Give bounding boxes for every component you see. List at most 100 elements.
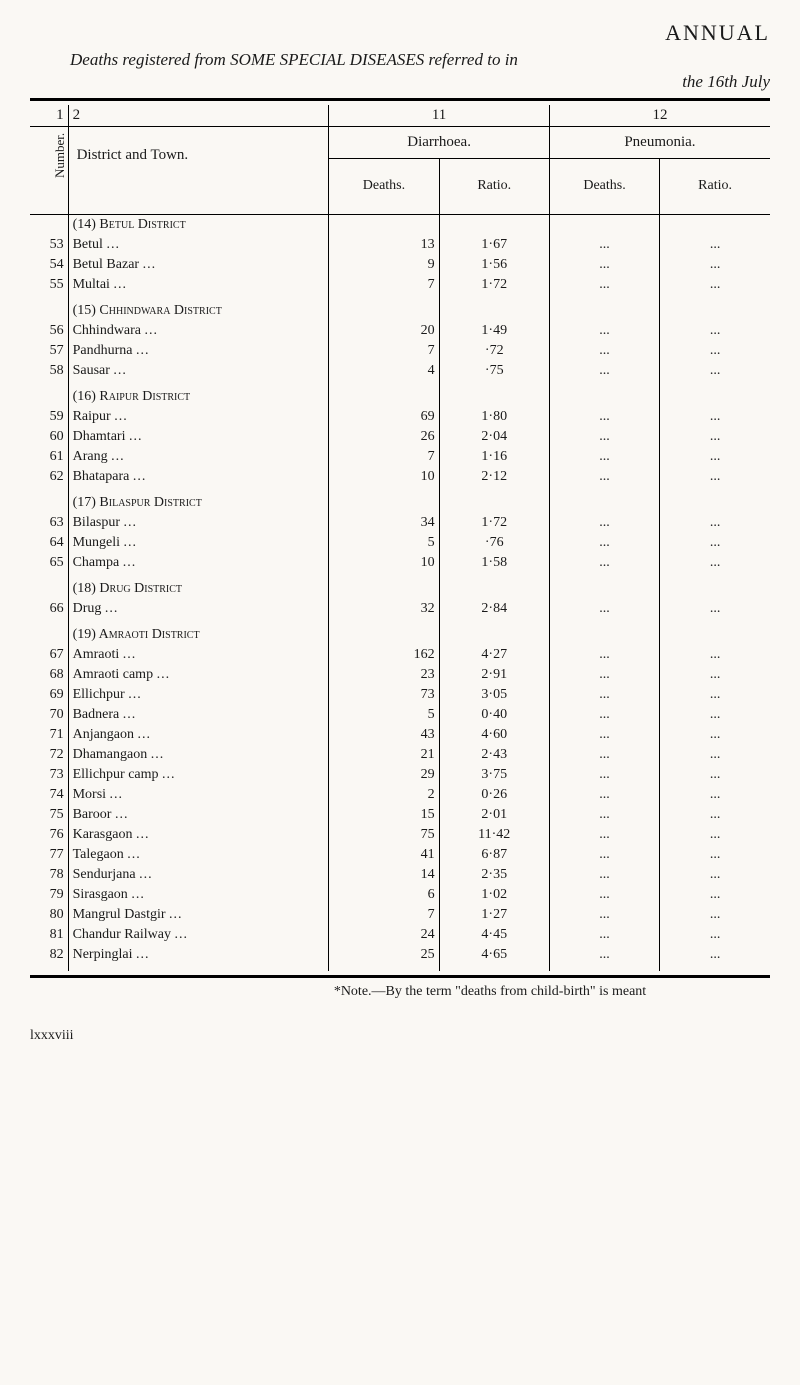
row-deaths-1: 23 <box>329 665 439 685</box>
section-title: (14) Betul District <box>68 215 329 236</box>
diarrhoea-label: Diarrhoea. <box>329 127 550 159</box>
leader-dots: ... <box>106 237 120 252</box>
row-number: 63 <box>30 513 68 533</box>
row-deaths-1: 5 <box>329 533 439 553</box>
leader-dots: ... <box>129 429 143 444</box>
row-name: Talegaon ... <box>68 845 329 865</box>
leader-dots: ... <box>162 767 176 782</box>
row-deaths-2: ... <box>549 665 659 685</box>
row-ratio-2: ... <box>660 745 770 765</box>
section-r1 <box>439 493 549 513</box>
ratio-2-label: Ratio. <box>660 158 770 214</box>
row-ratio-2: ... <box>660 945 770 965</box>
row-deaths-2: ... <box>549 361 659 381</box>
row-deaths-2: ... <box>549 533 659 553</box>
row-ratio-1: 1·80 <box>439 407 549 427</box>
row-deaths-2: ... <box>549 745 659 765</box>
leader-dots: ... <box>124 535 138 550</box>
row-ratio-1: 1·72 <box>439 275 549 295</box>
row-deaths-1: 32 <box>329 599 439 619</box>
row-name: Nerpinglai ... <box>68 945 329 965</box>
row-deaths-2: ... <box>549 427 659 447</box>
row-deaths-2: ... <box>549 447 659 467</box>
section-r1 <box>439 625 549 645</box>
row-deaths-1: 75 <box>329 825 439 845</box>
table-row: 71Anjangaon ...434·60...... <box>30 725 770 745</box>
row-deaths-1: 7 <box>329 275 439 295</box>
row-number: 61 <box>30 447 68 467</box>
table-row: 74Morsi ...20·26...... <box>30 785 770 805</box>
column-number-row: 1 2 11 12 <box>30 105 770 127</box>
section-d1 <box>329 215 439 236</box>
row-deaths-1: 69 <box>329 407 439 427</box>
table-row: 69Ellichpur ...733·05...... <box>30 685 770 705</box>
table-row: 64Mungeli ...5·76...... <box>30 533 770 553</box>
row-ratio-2: ... <box>660 361 770 381</box>
section-d1 <box>329 387 439 407</box>
section-r2 <box>660 579 770 599</box>
pneumonia-label: Pneumonia. <box>549 127 770 159</box>
row-ratio-1: 1·16 <box>439 447 549 467</box>
section-r2 <box>660 493 770 513</box>
row-deaths-1: 25 <box>329 945 439 965</box>
row-deaths-2: ... <box>549 805 659 825</box>
row-deaths-2: ... <box>549 825 659 845</box>
row-number: 71 <box>30 725 68 745</box>
district-label: District and Town. <box>68 127 329 215</box>
row-number: 77 <box>30 845 68 865</box>
table-row: 66Drug ...322·84...... <box>30 599 770 619</box>
ratio-1-label: Ratio. <box>439 158 549 214</box>
row-deaths-2: ... <box>549 341 659 361</box>
row-deaths-1: 24 <box>329 925 439 945</box>
row-ratio-1: 2·12 <box>439 467 549 487</box>
row-name: Amraoti camp ... <box>68 665 329 685</box>
row-deaths-1: 21 <box>329 745 439 765</box>
title-line-1: Deaths registered from SOME SPECIAL DISE… <box>30 50 770 70</box>
table-row: 62Bhatapara ...102·12...... <box>30 467 770 487</box>
table-row: 65Champa ...101·58...... <box>30 553 770 573</box>
row-ratio-2: ... <box>660 925 770 945</box>
row-name: Dhamangaon ... <box>68 745 329 765</box>
row-ratio-2: ... <box>660 275 770 295</box>
row-number: 70 <box>30 705 68 725</box>
row-number: 58 <box>30 361 68 381</box>
row-name: Drug ... <box>68 599 329 619</box>
leader-dots: ... <box>136 343 150 358</box>
row-number: 67 <box>30 645 68 665</box>
leader-dots: ... <box>169 907 183 922</box>
row-number: 73 <box>30 765 68 785</box>
table-row: 60Dhamtari ...262·04...... <box>30 427 770 447</box>
table-row: 58Sausar ...4·75...... <box>30 361 770 381</box>
leader-dots: ... <box>128 687 142 702</box>
leader-dots: ... <box>136 827 150 842</box>
row-deaths-1: 10 <box>329 467 439 487</box>
row-ratio-1: 2·04 <box>439 427 549 447</box>
row-number: 60 <box>30 427 68 447</box>
leader-dots: ... <box>145 323 159 338</box>
row-ratio-2: ... <box>660 785 770 805</box>
row-name: Mangrul Dastgir ... <box>68 905 329 925</box>
section-title: (18) Drug District <box>68 579 329 599</box>
section-num-cell <box>30 301 68 321</box>
table-row: 80Mangrul Dastgir ...71·27...... <box>30 905 770 925</box>
row-ratio-2: ... <box>660 725 770 745</box>
leader-dots: ... <box>143 257 157 272</box>
section-num-cell <box>30 215 68 236</box>
leader-dots: ... <box>174 927 188 942</box>
section-row: (19) Amraoti District <box>30 625 770 645</box>
page-header: ANNUAL Deaths registered from SOME SPECI… <box>30 20 770 92</box>
row-deaths-1: 34 <box>329 513 439 533</box>
leader-dots: ... <box>157 667 171 682</box>
title-line-2: the 16th July <box>30 72 770 92</box>
row-ratio-1: 2·91 <box>439 665 549 685</box>
col-12-header: 12 <box>549 105 770 127</box>
section-r1 <box>439 301 549 321</box>
table-row: 61Arang ...71·16...... <box>30 447 770 467</box>
row-number: 62 <box>30 467 68 487</box>
section-title: (19) Amraoti District <box>68 625 329 645</box>
row-number: 75 <box>30 805 68 825</box>
row-deaths-2: ... <box>549 467 659 487</box>
title-right: ANNUAL <box>30 20 770 46</box>
row-name: Chandur Railway ... <box>68 925 329 945</box>
row-ratio-1: 11·42 <box>439 825 549 845</box>
